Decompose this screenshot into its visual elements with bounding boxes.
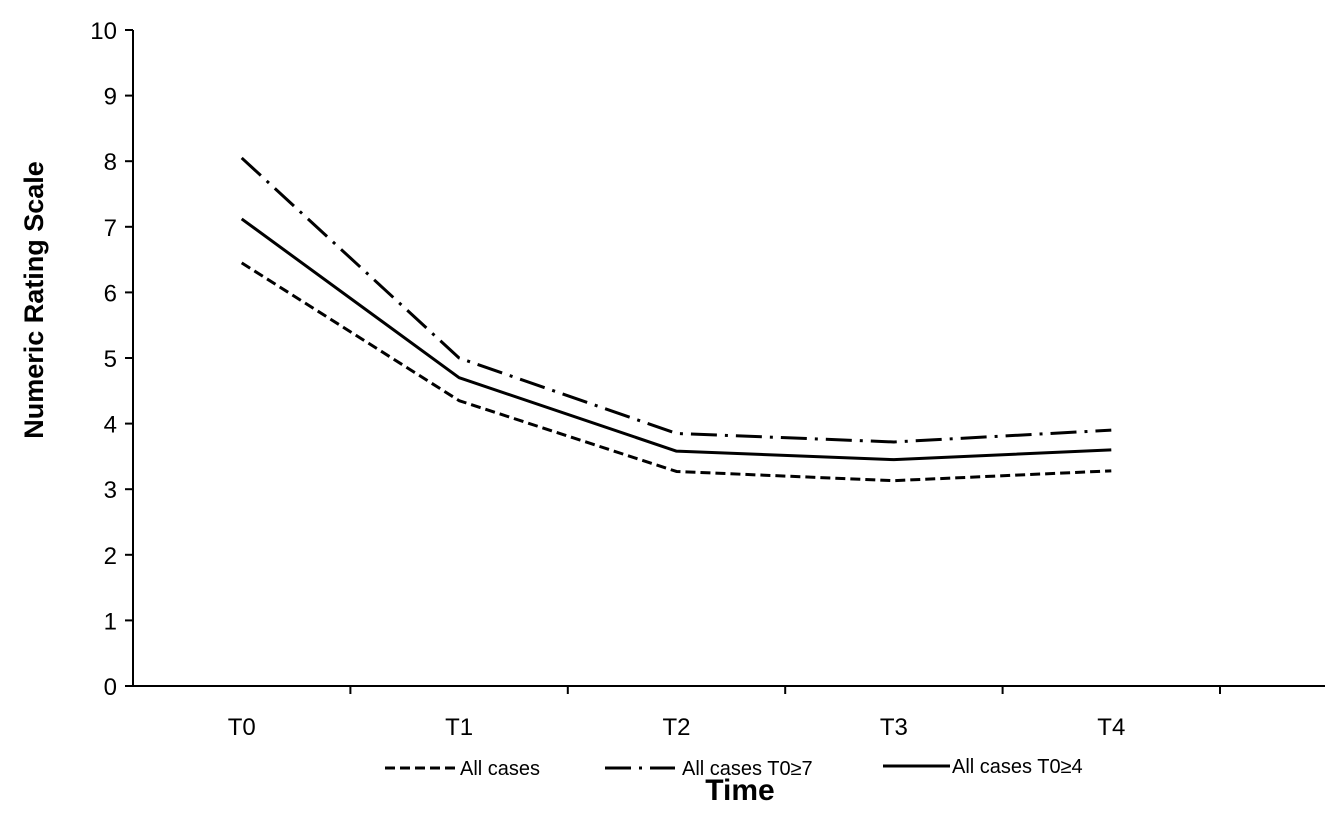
y-axis-ticks: 0 1 2 3 4 5 6 7 8 9 10 — [90, 18, 133, 701]
x-axis-ticks: T0 T1 T2 T3 T4 — [228, 686, 1221, 741]
legend-label-all-cases-t0-ge-7: All cases T0≥7 — [682, 758, 813, 780]
x-tick-label: T0 — [228, 714, 256, 741]
series-line-1 — [240, 156, 1112, 444]
x-tick-label: T4 — [1097, 714, 1125, 741]
y-tick-label: 5 — [104, 346, 117, 373]
y-tick-label: 4 — [104, 412, 117, 439]
series-line-0 — [240, 261, 1112, 483]
y-tick-label: 8 — [104, 149, 117, 176]
legend-label-all-cases: All cases — [460, 758, 540, 780]
y-tick-label: 2 — [104, 543, 117, 570]
y-tick-label: 0 — [104, 674, 117, 701]
x-axis-title: Time — [705, 774, 774, 807]
y-tick-label: 9 — [104, 84, 117, 111]
series-lines — [240, 156, 1112, 483]
legend: All cases All cases T0≥7 All cases T0≥4 — [385, 756, 1083, 780]
x-tick-label: T1 — [445, 714, 473, 741]
y-tick-label: 3 — [104, 477, 117, 504]
x-tick-label: T3 — [880, 714, 908, 741]
series-line-2 — [240, 217, 1112, 462]
y-tick-label: 6 — [104, 280, 117, 307]
y-tick-label: 1 — [104, 608, 117, 635]
legend-label-all-cases-t0-ge-4: All cases T0≥4 — [952, 756, 1083, 778]
y-tick-label: 10 — [90, 18, 117, 45]
y-axis-title: Numeric Rating Scale — [19, 161, 49, 439]
x-tick-label: T2 — [662, 714, 690, 741]
y-tick-label: 7 — [104, 215, 117, 242]
